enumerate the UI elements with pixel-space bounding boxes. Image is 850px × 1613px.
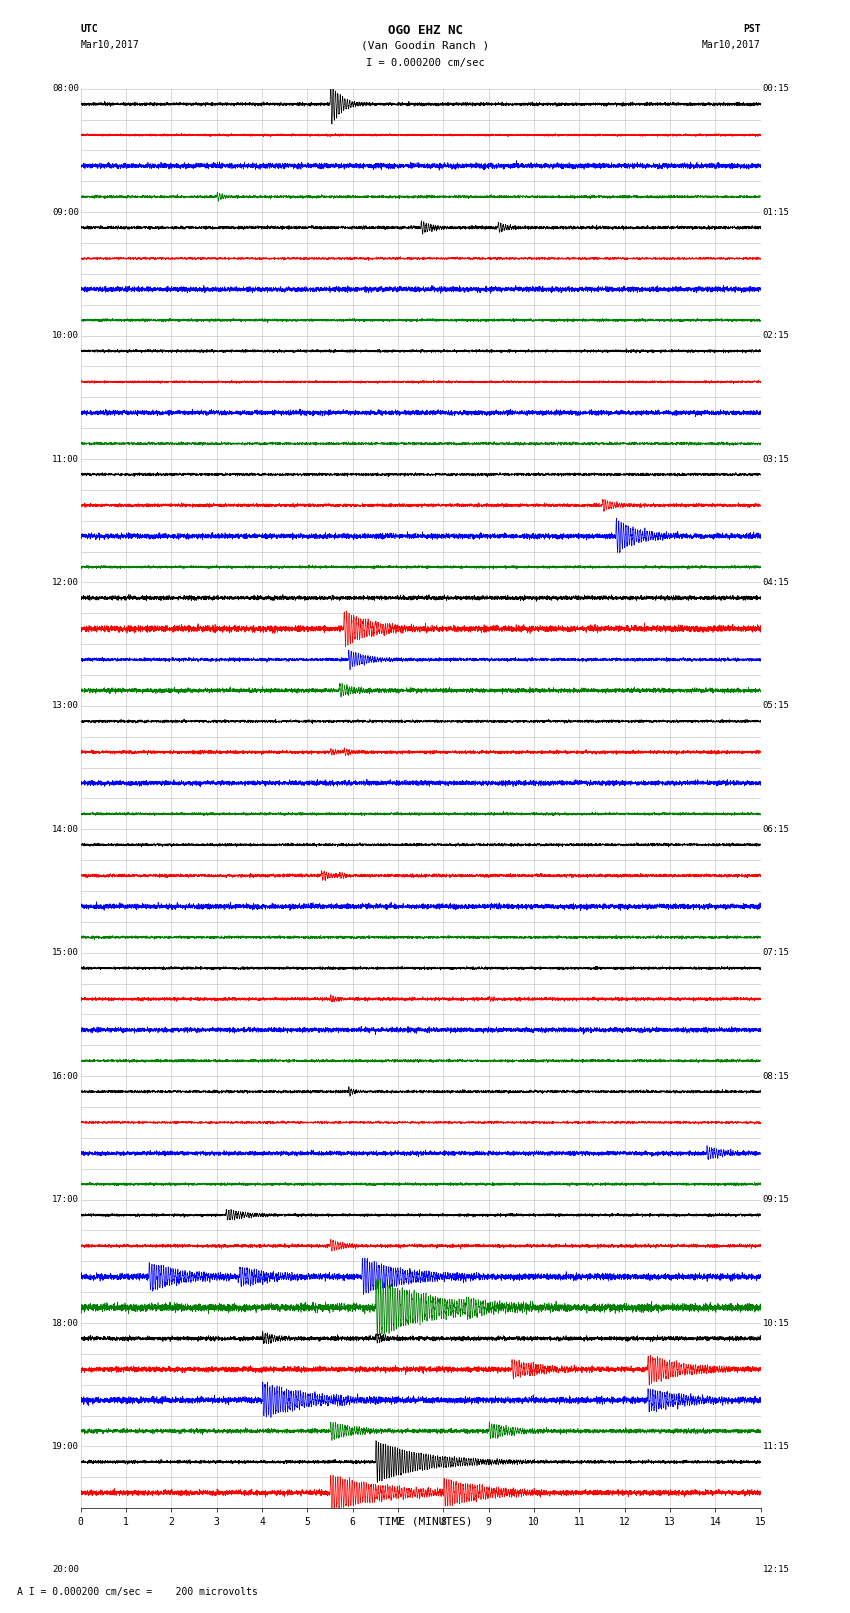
Text: 17:00: 17:00 (52, 1195, 79, 1203)
Text: OGO EHZ NC: OGO EHZ NC (388, 24, 462, 37)
Text: 13:00: 13:00 (52, 702, 79, 710)
Text: 12:15: 12:15 (762, 1565, 790, 1574)
Text: 19:00: 19:00 (52, 1442, 79, 1452)
Text: 08:15: 08:15 (762, 1071, 790, 1081)
Text: 10:15: 10:15 (762, 1318, 790, 1327)
Text: 12:00: 12:00 (52, 577, 79, 587)
Text: TIME (MINUTES): TIME (MINUTES) (377, 1516, 473, 1526)
Text: 09:15: 09:15 (762, 1195, 790, 1203)
Text: 14:00: 14:00 (52, 824, 79, 834)
Text: 18:00: 18:00 (52, 1318, 79, 1327)
Text: 04:15: 04:15 (762, 577, 790, 587)
Text: 16:00: 16:00 (52, 1071, 79, 1081)
Text: Mar10,2017: Mar10,2017 (81, 40, 139, 50)
Text: 07:15: 07:15 (762, 948, 790, 957)
Text: 10:00: 10:00 (52, 331, 79, 340)
Text: 02:15: 02:15 (762, 331, 790, 340)
Text: 03:15: 03:15 (762, 455, 790, 463)
Text: 01:15: 01:15 (762, 208, 790, 216)
Text: 11:15: 11:15 (762, 1442, 790, 1452)
Text: 11:00: 11:00 (52, 455, 79, 463)
Text: A I = 0.000200 cm/sec =    200 microvolts: A I = 0.000200 cm/sec = 200 microvolts (17, 1587, 258, 1597)
Text: 15:00: 15:00 (52, 948, 79, 957)
Text: PST: PST (743, 24, 761, 34)
Text: Mar10,2017: Mar10,2017 (702, 40, 761, 50)
Text: 08:00: 08:00 (52, 84, 79, 94)
Text: (Van Goodin Ranch ): (Van Goodin Ranch ) (361, 40, 489, 50)
Text: I = 0.000200 cm/sec: I = 0.000200 cm/sec (366, 58, 484, 68)
Text: UTC: UTC (81, 24, 99, 34)
Text: 00:15: 00:15 (762, 84, 790, 94)
Text: 09:00: 09:00 (52, 208, 79, 216)
Text: 06:15: 06:15 (762, 824, 790, 834)
Text: 20:00: 20:00 (52, 1565, 79, 1574)
Text: 05:15: 05:15 (762, 702, 790, 710)
